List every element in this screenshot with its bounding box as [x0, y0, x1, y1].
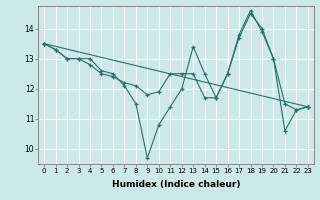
X-axis label: Humidex (Indice chaleur): Humidex (Indice chaleur) [112, 180, 240, 189]
